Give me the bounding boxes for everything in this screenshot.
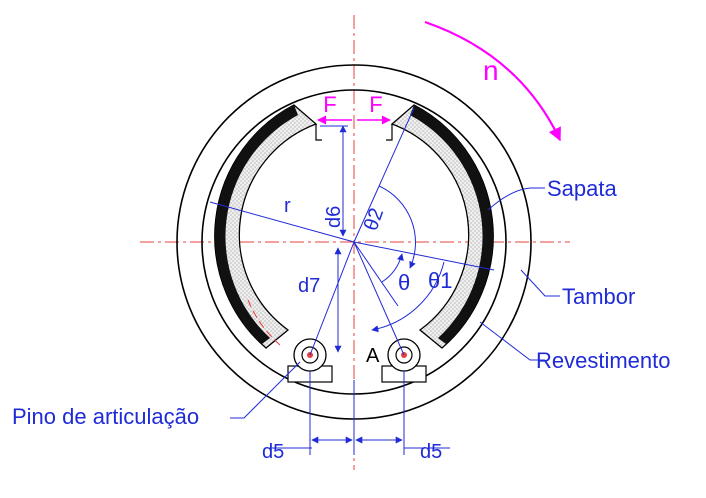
d7-label: d7 (298, 275, 320, 297)
center-to-right-bottom (353, 241, 495, 271)
right-lining (410, 105, 493, 344)
right-shoe (390, 104, 494, 349)
left-shoe-dashed-curve (247, 299, 281, 346)
theta-label: θ (398, 270, 410, 295)
d5-right-label: d5 (420, 441, 442, 463)
center-to-theta (353, 241, 399, 307)
theta2-label: θ2 (360, 205, 388, 233)
left-lining (215, 105, 298, 344)
rotation-arrow (424, 20, 561, 142)
radius-label: r (284, 195, 291, 217)
force-left-label: F (323, 92, 336, 117)
right-shoe-tip (386, 124, 393, 141)
sapata-leader (487, 187, 545, 211)
pino-leader (230, 361, 301, 419)
radius-line (209, 201, 355, 243)
left-shoe (214, 104, 318, 349)
sapata-label: Sapata (547, 176, 617, 201)
revestimento-leader (479, 321, 545, 361)
d5-left-label: d5 (262, 441, 284, 463)
rotation-label: n (483, 55, 499, 86)
theta1-arc (371, 261, 445, 333)
theta2-arc (378, 185, 416, 269)
left-shoe-tip (315, 124, 322, 141)
center-to-pin-left (309, 241, 355, 356)
point-a-label: A (366, 345, 380, 367)
pino-label: Pino de articulação (12, 404, 199, 429)
theta1-label: θ1 (428, 268, 452, 293)
tambor-leader (520, 269, 560, 297)
center-to-right-top (353, 107, 415, 243)
center-to-pin-right (353, 241, 405, 356)
theta-arc (381, 253, 404, 283)
force-right-label: F (369, 92, 382, 117)
tambor-label: Tambor (562, 284, 635, 309)
d6-label: d6 (323, 206, 345, 228)
revestimento-label: Revestimento (536, 348, 671, 373)
